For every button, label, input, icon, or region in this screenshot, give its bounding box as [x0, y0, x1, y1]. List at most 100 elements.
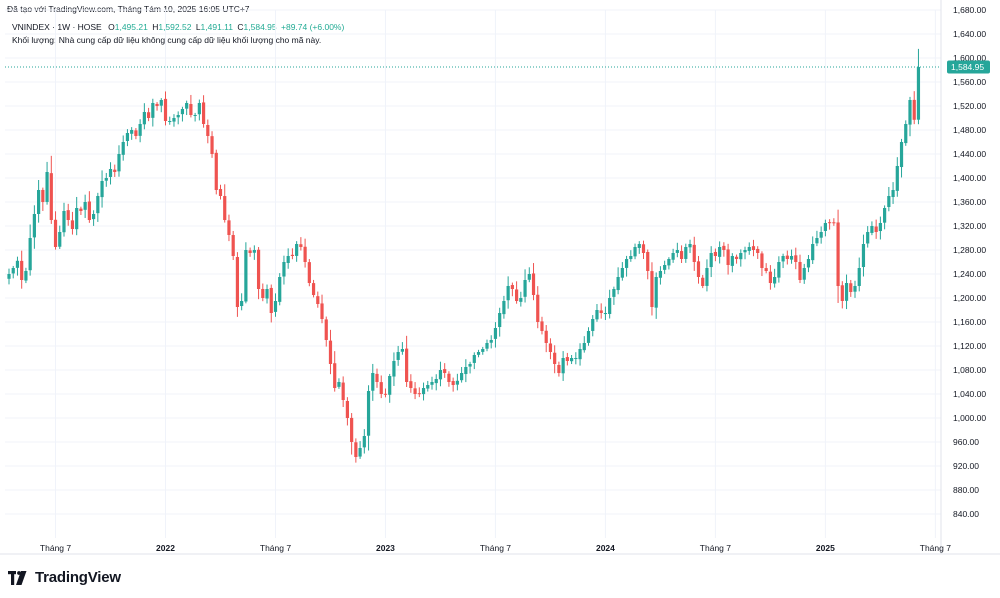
candle-body [430, 382, 434, 385]
candle-body [468, 364, 472, 367]
close-label: C [237, 22, 244, 32]
candle-body [802, 268, 806, 280]
candle-body [574, 358, 578, 359]
x-tick-label: 2025 [816, 543, 835, 553]
candle-body [426, 385, 430, 389]
y-tick-label: 1,520.00 [953, 101, 986, 111]
candle-body [206, 124, 210, 136]
candle-body [218, 189, 223, 196]
candle-body [20, 260, 24, 280]
candle-body [328, 340, 333, 364]
candle-body [671, 253, 675, 260]
candle-body [265, 289, 269, 299]
candle-body [612, 289, 616, 297]
candle-body [844, 283, 849, 301]
candle-body [345, 400, 349, 418]
candle-body [519, 298, 523, 302]
candle-body [633, 247, 637, 257]
close-value: 1,584.95 [243, 22, 277, 32]
candle-body [447, 373, 451, 382]
candle-body [320, 303, 324, 319]
candle-body [667, 259, 671, 266]
candle-body [641, 244, 646, 253]
candle-body [747, 247, 751, 251]
candle-body [878, 223, 882, 232]
candle-body [138, 124, 142, 136]
candle-body [66, 210, 70, 220]
candle-body [806, 259, 811, 268]
candle-body [421, 388, 426, 395]
candle-body [45, 172, 49, 202]
candle-body [443, 369, 447, 373]
candle-body [303, 246, 307, 262]
candle-body [350, 417, 354, 442]
volume-note: Khối lượng: Nhà cung cấp dữ liệu không c… [12, 35, 322, 45]
candle-body [252, 250, 256, 253]
candle-body [709, 253, 713, 268]
candle-body [261, 288, 265, 298]
high-label: H [152, 22, 159, 32]
candle-body [663, 265, 667, 270]
candle-body [713, 251, 718, 256]
candle-body [887, 196, 891, 208]
candle-body [794, 255, 798, 262]
candle-body [434, 379, 438, 384]
candle-body [278, 277, 282, 302]
symbol-label[interactable]: VNINDEX · 1W · HOSE [12, 22, 102, 32]
y-tick-label: 1,440.00 [953, 149, 986, 159]
candle-body [96, 196, 100, 214]
candle-body [87, 201, 91, 220]
candle-body [908, 100, 912, 125]
candle-body [836, 222, 840, 286]
candle-body [768, 271, 772, 283]
candle-body [646, 251, 650, 271]
brand-logo[interactable]: TradingView [8, 569, 121, 586]
candle-body [679, 251, 684, 259]
candle-body [760, 253, 764, 268]
candle-body [28, 238, 32, 271]
candle-body [624, 259, 629, 268]
x-tick-label: Tháng 7 [260, 543, 291, 553]
candle-body [358, 448, 362, 457]
candle-body [586, 331, 591, 343]
x-tick-label: Tháng 7 [40, 543, 71, 553]
candle-body [354, 442, 358, 457]
candle-body [125, 133, 130, 142]
candle-body [201, 102, 206, 124]
low-label: L [195, 22, 201, 32]
candle-body [180, 109, 185, 115]
high-value: 1,592.52 [158, 22, 192, 32]
candle-body [578, 349, 582, 360]
candle-body [341, 382, 345, 400]
candle-body [117, 154, 121, 172]
candle-body [675, 250, 679, 253]
candle-body [785, 255, 789, 259]
y-tick-label: 1,080.00 [953, 365, 986, 375]
candle-body [773, 277, 777, 284]
candle-body [608, 298, 612, 314]
candle-body [11, 268, 15, 274]
candle-body [455, 380, 459, 385]
candle-body [235, 257, 240, 307]
candle-body [286, 256, 290, 264]
candle-body [37, 190, 41, 214]
candle-body [476, 352, 481, 355]
x-tick-label: 2023 [376, 543, 395, 553]
candle-body [510, 285, 514, 289]
candle-body [248, 250, 252, 253]
candle-body [684, 247, 688, 259]
candle-body [159, 100, 163, 106]
candle-body [193, 115, 197, 116]
candle-body [75, 208, 79, 230]
candle-body [544, 330, 548, 343]
y-tick-label: 1,480.00 [953, 125, 986, 135]
candle-body [121, 142, 125, 155]
candle-body [904, 124, 908, 144]
candle-body [316, 296, 320, 304]
y-tick-label: 1,360.00 [953, 197, 986, 207]
candle-body [502, 301, 506, 315]
candle-body [24, 271, 28, 281]
candle-body [701, 277, 705, 286]
candle-body [853, 286, 857, 292]
